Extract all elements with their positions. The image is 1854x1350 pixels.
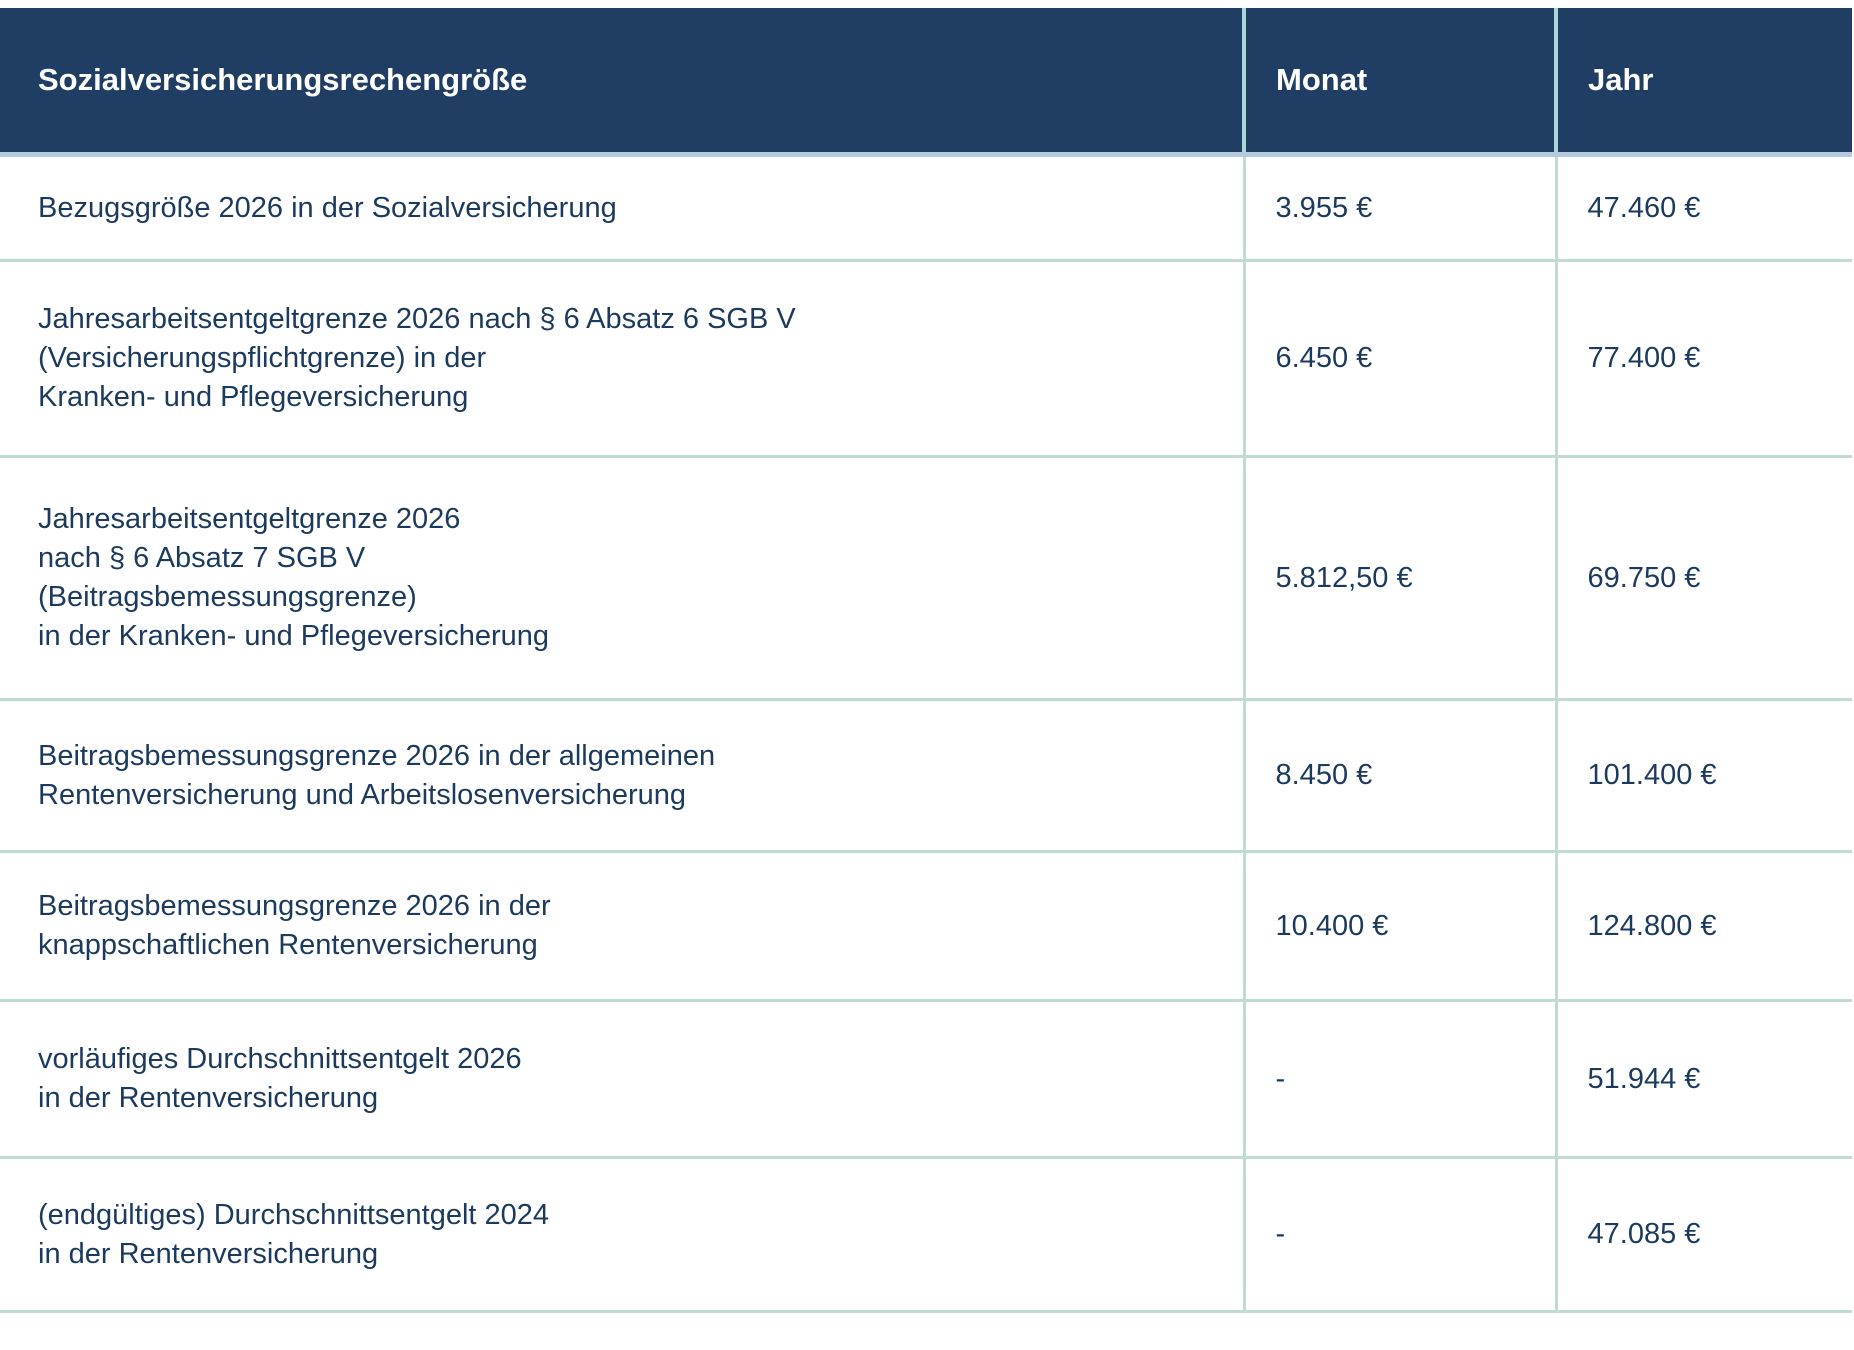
row-label: Jahresarbeitsentgeltgrenze 2026 nach § 6… [0, 456, 1244, 701]
header-cell-sozialversicherungsrechengroesse: Sozialversicherungsrechengröße [0, 8, 1244, 157]
row-jahr-value: 69.750 € [1554, 456, 1852, 701]
table-header-row: Sozialversicherungsrechengröße Monat Jah… [0, 8, 1852, 157]
row-monat-value: 8.450 € [1242, 699, 1556, 853]
row-monat-value: 3.955 € [1242, 154, 1556, 262]
row-monat-value: - [1242, 1157, 1556, 1313]
row-jahr-value: 124.800 € [1554, 851, 1852, 1002]
row-jahr-value: 51.944 € [1554, 1000, 1852, 1159]
row-monat-value: 5.812,50 € [1242, 456, 1556, 701]
row-monat-value: 10.400 € [1242, 851, 1556, 1002]
table-row: Jahresarbeitsentgeltgrenze 2026 nach § 6… [0, 260, 1852, 458]
table-row: (endgültiges) Durchschnittsentgelt 2024 … [0, 1157, 1852, 1313]
table-row: vorläufiges Durchschnittsentgelt 2026 in… [0, 1000, 1852, 1159]
row-label: Beitragsbemessungsgrenze 2026 in der kna… [0, 851, 1244, 1002]
table-row: Bezugsgröße 2026 in der Sozialversicheru… [0, 154, 1852, 262]
header-cell-jahr: Jahr [1554, 8, 1852, 157]
row-jahr-value: 47.460 € [1554, 154, 1852, 262]
row-monat-value: - [1242, 1000, 1556, 1159]
table-header: Sozialversicherungsrechengröße Monat Jah… [0, 8, 1852, 157]
row-jahr-value: 77.400 € [1554, 260, 1852, 458]
table-row: Beitragsbemessungsgrenze 2026 in der all… [0, 699, 1852, 853]
row-label: Beitragsbemessungsgrenze 2026 in der all… [0, 699, 1244, 853]
header-cell-monat: Monat [1242, 8, 1556, 157]
row-label: (endgültiges) Durchschnittsentgelt 2024 … [0, 1157, 1244, 1313]
row-label: Bezugsgröße 2026 in der Sozialversicheru… [0, 154, 1244, 262]
table-body: Bezugsgröße 2026 in der Sozialversicheru… [0, 154, 1852, 1313]
sozialversicherungsrechengroessen-table: Sozialversicherungsrechengröße Monat Jah… [0, 8, 1852, 1313]
table-row: Beitragsbemessungsgrenze 2026 in der kna… [0, 851, 1852, 1002]
row-label: vorläufiges Durchschnittsentgelt 2026 in… [0, 1000, 1244, 1159]
row-jahr-value: 47.085 € [1554, 1157, 1852, 1313]
table-row: Jahresarbeitsentgeltgrenze 2026 nach § 6… [0, 456, 1852, 701]
row-monat-value: 6.450 € [1242, 260, 1556, 458]
row-jahr-value: 101.400 € [1554, 699, 1852, 853]
row-label: Jahresarbeitsentgeltgrenze 2026 nach § 6… [0, 260, 1244, 458]
